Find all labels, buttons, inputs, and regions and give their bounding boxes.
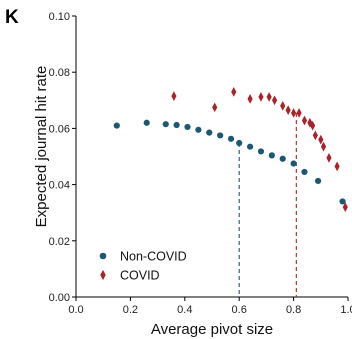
data-point bbox=[195, 126, 202, 133]
y-tick-label: 0.10 bbox=[49, 11, 70, 23]
axes: 0.0 0.2 0.4 0.6 0.8 1.0 0.00 0.02 0.04 0.06 0.08 0.… bbox=[49, 11, 352, 316]
data-point bbox=[301, 115, 308, 126]
data-point bbox=[290, 160, 297, 167]
data-point bbox=[312, 130, 318, 141]
x-tick-label: 0.4 bbox=[177, 304, 192, 316]
data-point bbox=[247, 94, 253, 104]
data-point bbox=[280, 101, 286, 111]
data-point bbox=[257, 148, 265, 155]
data-points bbox=[113, 87, 348, 212]
y-tick-label: 0.06 bbox=[49, 123, 70, 135]
data-point bbox=[268, 152, 275, 159]
data-point bbox=[266, 92, 272, 102]
series-non-covid bbox=[113, 119, 346, 205]
legend-marker bbox=[100, 269, 106, 281]
data-point bbox=[320, 141, 327, 152]
data-point bbox=[143, 119, 150, 126]
data-point bbox=[318, 134, 324, 145]
data-point bbox=[296, 108, 302, 118]
legend-label: Non-COVID bbox=[120, 250, 187, 264]
data-point bbox=[326, 153, 332, 163]
data-point bbox=[206, 129, 213, 136]
y-tick-label: 0.08 bbox=[49, 67, 70, 79]
data-point bbox=[271, 95, 278, 106]
legend-marker bbox=[99, 252, 107, 260]
data-point bbox=[231, 87, 237, 97]
reference-lines bbox=[238, 112, 297, 297]
panel-label: K bbox=[5, 7, 19, 28]
data-point bbox=[246, 143, 254, 150]
data-point bbox=[310, 120, 316, 131]
legend: Non-COVID COVID bbox=[99, 250, 187, 283]
data-point bbox=[217, 132, 224, 139]
y-tick-label: 0.02 bbox=[49, 236, 70, 248]
x-axis-title: Average pivot size bbox=[151, 321, 273, 338]
x-tick-label: 0.6 bbox=[232, 304, 247, 316]
data-point bbox=[113, 122, 120, 129]
data-point bbox=[334, 161, 340, 172]
data-point bbox=[227, 135, 235, 142]
x-tick-label: 0.8 bbox=[286, 304, 301, 316]
data-point bbox=[162, 121, 169, 128]
data-point bbox=[291, 108, 297, 118]
y-axis-title: Expected journal hit rate bbox=[33, 66, 50, 228]
series-covid bbox=[171, 87, 348, 212]
data-point bbox=[285, 105, 291, 115]
data-point bbox=[258, 92, 264, 102]
data-point bbox=[301, 168, 308, 176]
data-point bbox=[184, 123, 191, 131]
data-point bbox=[279, 155, 286, 162]
y-tick-label: 0.04 bbox=[49, 180, 70, 192]
y-tick-label: 0.00 bbox=[49, 292, 70, 304]
data-point bbox=[236, 139, 243, 147]
data-point bbox=[212, 102, 218, 113]
legend-label: COVID bbox=[120, 269, 160, 283]
x-tick-label: 1.0 bbox=[340, 304, 352, 316]
data-point bbox=[171, 91, 177, 101]
data-point bbox=[173, 121, 180, 129]
x-tick-label: 0.2 bbox=[123, 304, 138, 316]
data-point bbox=[339, 198, 346, 205]
x-tick-label: 0.0 bbox=[68, 304, 83, 316]
data-point bbox=[342, 202, 348, 212]
data-point bbox=[314, 177, 322, 185]
